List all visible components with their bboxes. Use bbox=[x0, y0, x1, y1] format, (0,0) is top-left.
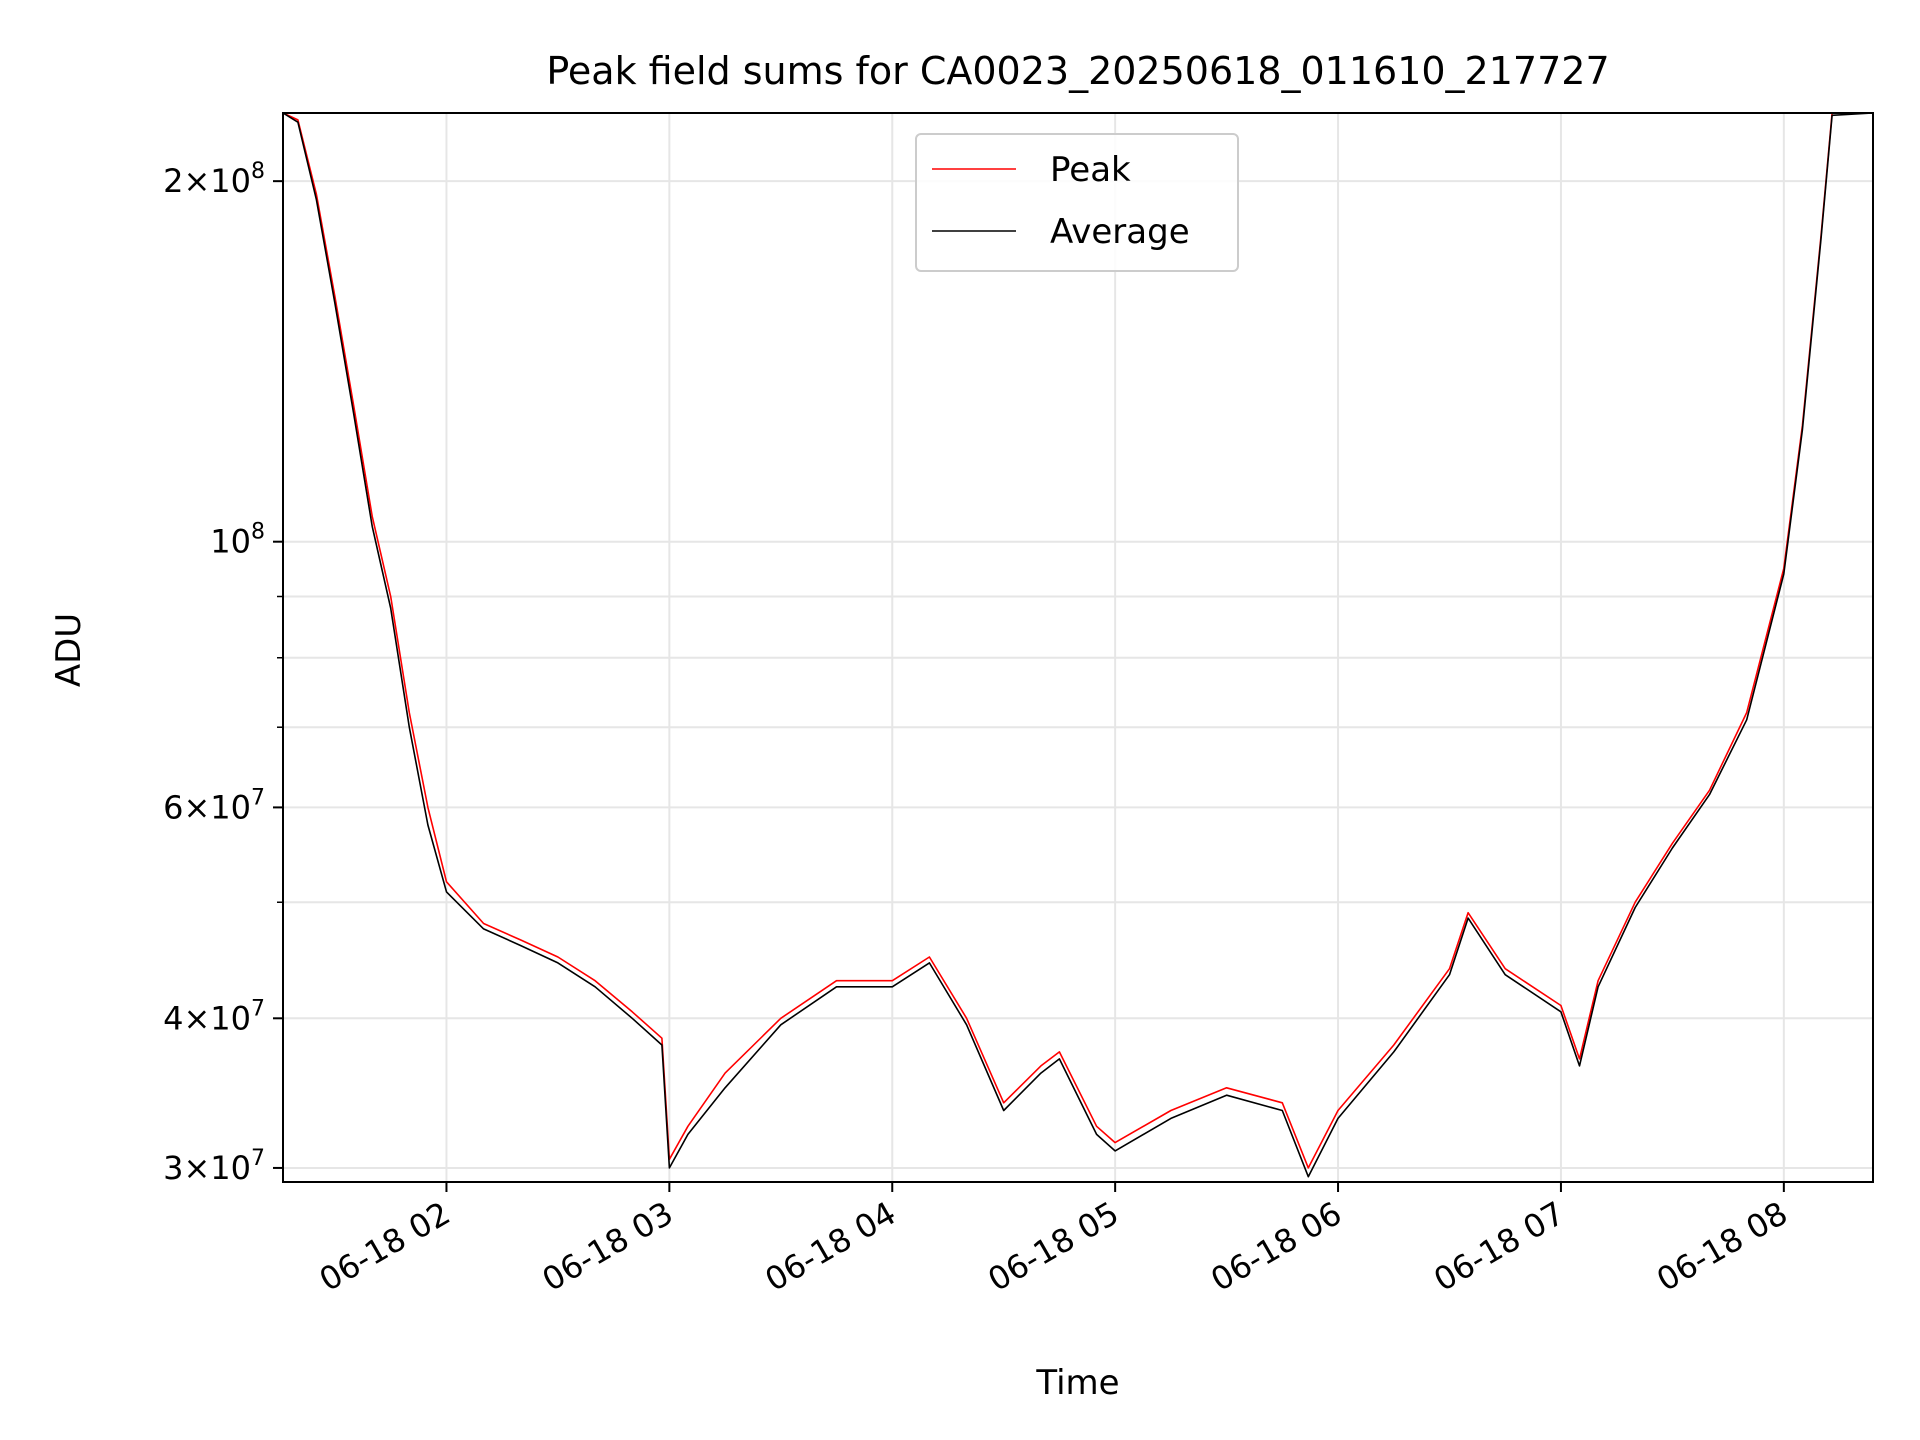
y-tick-label: 3×107 bbox=[163, 1146, 265, 1187]
y-tick-label: 6×107 bbox=[163, 785, 265, 826]
y-tick-label: 2×108 bbox=[163, 159, 265, 200]
legend-label-average: Average bbox=[1050, 212, 1190, 252]
y-axis-label: ADU bbox=[49, 613, 89, 687]
grid-lines bbox=[283, 113, 1873, 1182]
axes-frame bbox=[282, 112, 1874, 1183]
legend-label-peak: Peak bbox=[1050, 150, 1131, 190]
series-line-average bbox=[282, 112, 1874, 1178]
legend: Peak Average bbox=[915, 133, 1239, 272]
y-tick-label: 4×107 bbox=[163, 996, 265, 1037]
series-line-peak bbox=[282, 112, 1873, 1169]
x-axis-label: Time bbox=[1035, 1363, 1119, 1403]
chart-title: Peak field sums for CA0023_20250618_0116… bbox=[546, 49, 1609, 93]
y-tick-label: 108 bbox=[210, 520, 265, 561]
series-lines bbox=[282, 112, 1874, 1178]
